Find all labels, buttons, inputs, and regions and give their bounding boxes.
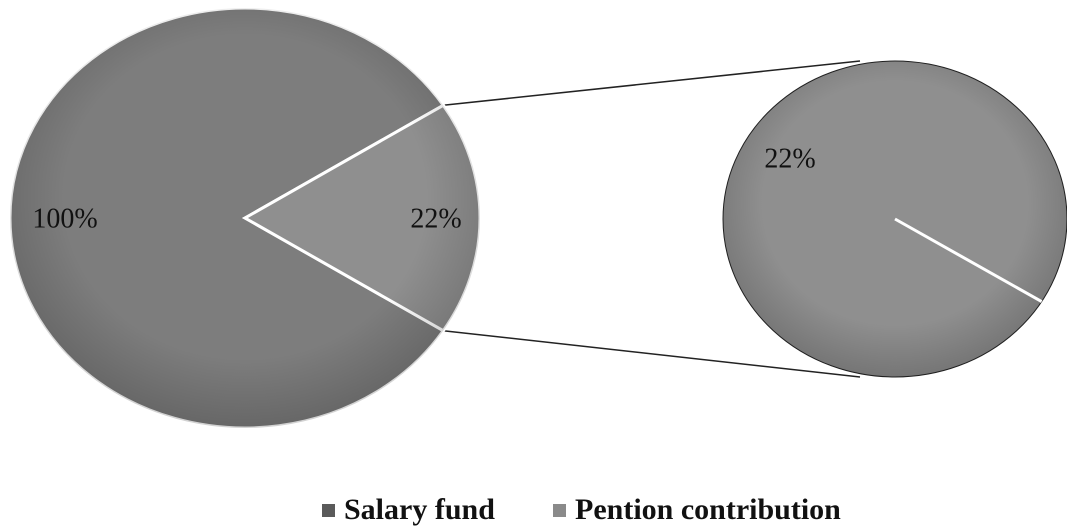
- connector-line: [443, 329, 861, 378]
- connector-line: [443, 60, 861, 107]
- legend-label: Salary fund: [344, 493, 495, 526]
- data-label: 100%: [32, 203, 97, 234]
- slice-border: [894, 217, 1043, 303]
- data-label: 22%: [764, 143, 815, 174]
- legend-marker: [322, 504, 335, 517]
- legend-label: Pention contribution: [575, 493, 841, 526]
- legend-marker: [553, 504, 566, 517]
- data-label: 22%: [410, 203, 461, 234]
